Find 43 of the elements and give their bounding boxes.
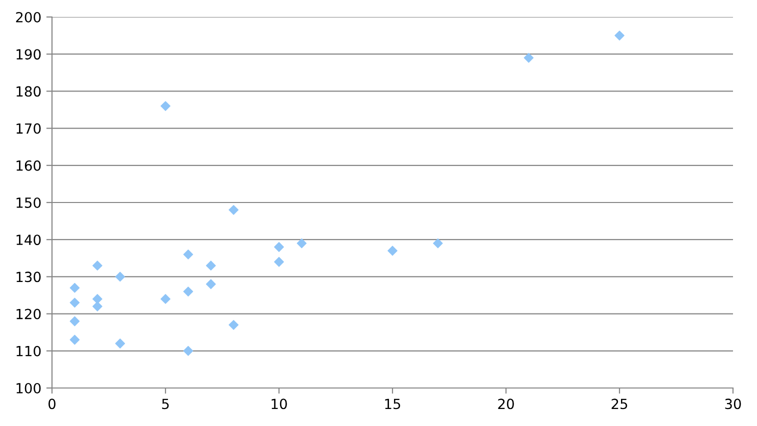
point <box>70 334 80 345</box>
y-tick-label: 140 <box>16 234 41 246</box>
x-tick-label: 25 <box>612 398 628 410</box>
y-tick-label: 110 <box>16 346 41 356</box>
point <box>296 238 307 248</box>
y-tick-label: 150 <box>16 197 41 208</box>
point <box>432 238 443 248</box>
y-tick-label: 160 <box>16 160 41 171</box>
point <box>115 338 126 348</box>
x-tick-label: 30 <box>725 398 741 410</box>
point <box>70 282 80 293</box>
y-tick-label: 100 <box>16 382 41 394</box>
point <box>274 242 284 252</box>
y-tick-label: 200 <box>16 12 41 22</box>
point <box>524 52 534 63</box>
point <box>70 298 80 308</box>
y-tick-label: 170 <box>16 123 41 134</box>
point <box>614 30 624 41</box>
x-tick-label: 5 <box>162 398 169 410</box>
point <box>160 294 170 304</box>
point <box>228 320 239 330</box>
point <box>206 279 216 290</box>
point <box>92 301 102 312</box>
y-tick-label: 120 <box>16 308 41 320</box>
x-tick-label: 15 <box>385 398 400 410</box>
point <box>115 272 126 282</box>
point <box>183 249 194 260</box>
point <box>183 286 194 296</box>
x-tick-label: 10 <box>272 398 287 410</box>
x-tick-label: 20 <box>498 398 514 410</box>
y-tick-label: 130 <box>16 272 41 282</box>
point <box>206 260 216 271</box>
point <box>228 204 239 215</box>
point <box>183 346 194 356</box>
point <box>160 101 170 111</box>
point <box>388 246 398 256</box>
y-tick-label: 190 <box>16 49 41 60</box>
point <box>274 256 284 267</box>
point <box>92 294 102 304</box>
x-tick-label: 0 <box>48 398 56 410</box>
point <box>92 260 102 271</box>
point <box>70 316 80 326</box>
y-tick-label: 180 <box>16 86 41 97</box>
